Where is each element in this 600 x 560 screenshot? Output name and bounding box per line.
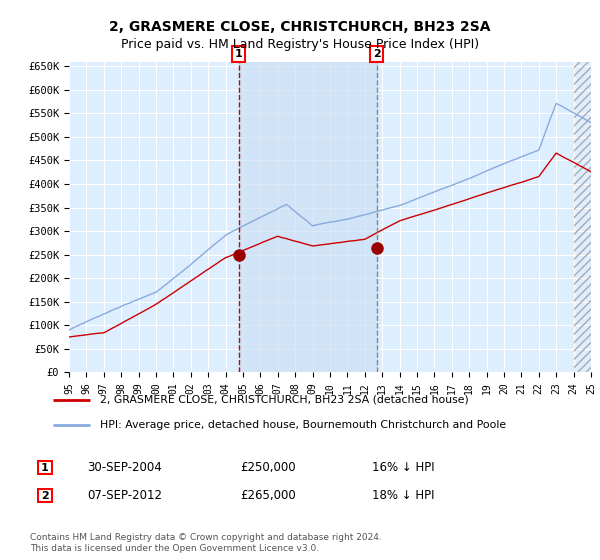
Text: 1: 1	[41, 463, 49, 473]
Bar	[574, 62, 591, 372]
Text: 2: 2	[41, 491, 49, 501]
Text: 30-SEP-2004: 30-SEP-2004	[87, 461, 162, 474]
Text: 2: 2	[373, 49, 380, 59]
Text: 18% ↓ HPI: 18% ↓ HPI	[372, 489, 434, 502]
Text: 16% ↓ HPI: 16% ↓ HPI	[372, 461, 434, 474]
Bar	[239, 62, 377, 372]
Text: 2, GRASMERE CLOSE, CHRISTCHURCH, BH23 2SA: 2, GRASMERE CLOSE, CHRISTCHURCH, BH23 2S…	[109, 20, 491, 34]
FancyBboxPatch shape	[38, 489, 52, 502]
Text: £250,000: £250,000	[240, 461, 296, 474]
Text: HPI: Average price, detached house, Bournemouth Christchurch and Poole: HPI: Average price, detached house, Bour…	[100, 420, 506, 430]
Text: 2, GRASMERE CLOSE, CHRISTCHURCH, BH23 2SA (detached house): 2, GRASMERE CLOSE, CHRISTCHURCH, BH23 2S…	[100, 395, 469, 404]
FancyBboxPatch shape	[38, 461, 52, 474]
Text: Contains HM Land Registry data © Crown copyright and database right 2024.
This d: Contains HM Land Registry data © Crown c…	[30, 533, 382, 553]
Bar	[574, 62, 591, 372]
Text: Price paid vs. HM Land Registry's House Price Index (HPI): Price paid vs. HM Land Registry's House …	[121, 38, 479, 50]
Text: £265,000: £265,000	[240, 489, 296, 502]
Text: 07-SEP-2012: 07-SEP-2012	[87, 489, 162, 502]
Text: 1: 1	[235, 49, 242, 59]
